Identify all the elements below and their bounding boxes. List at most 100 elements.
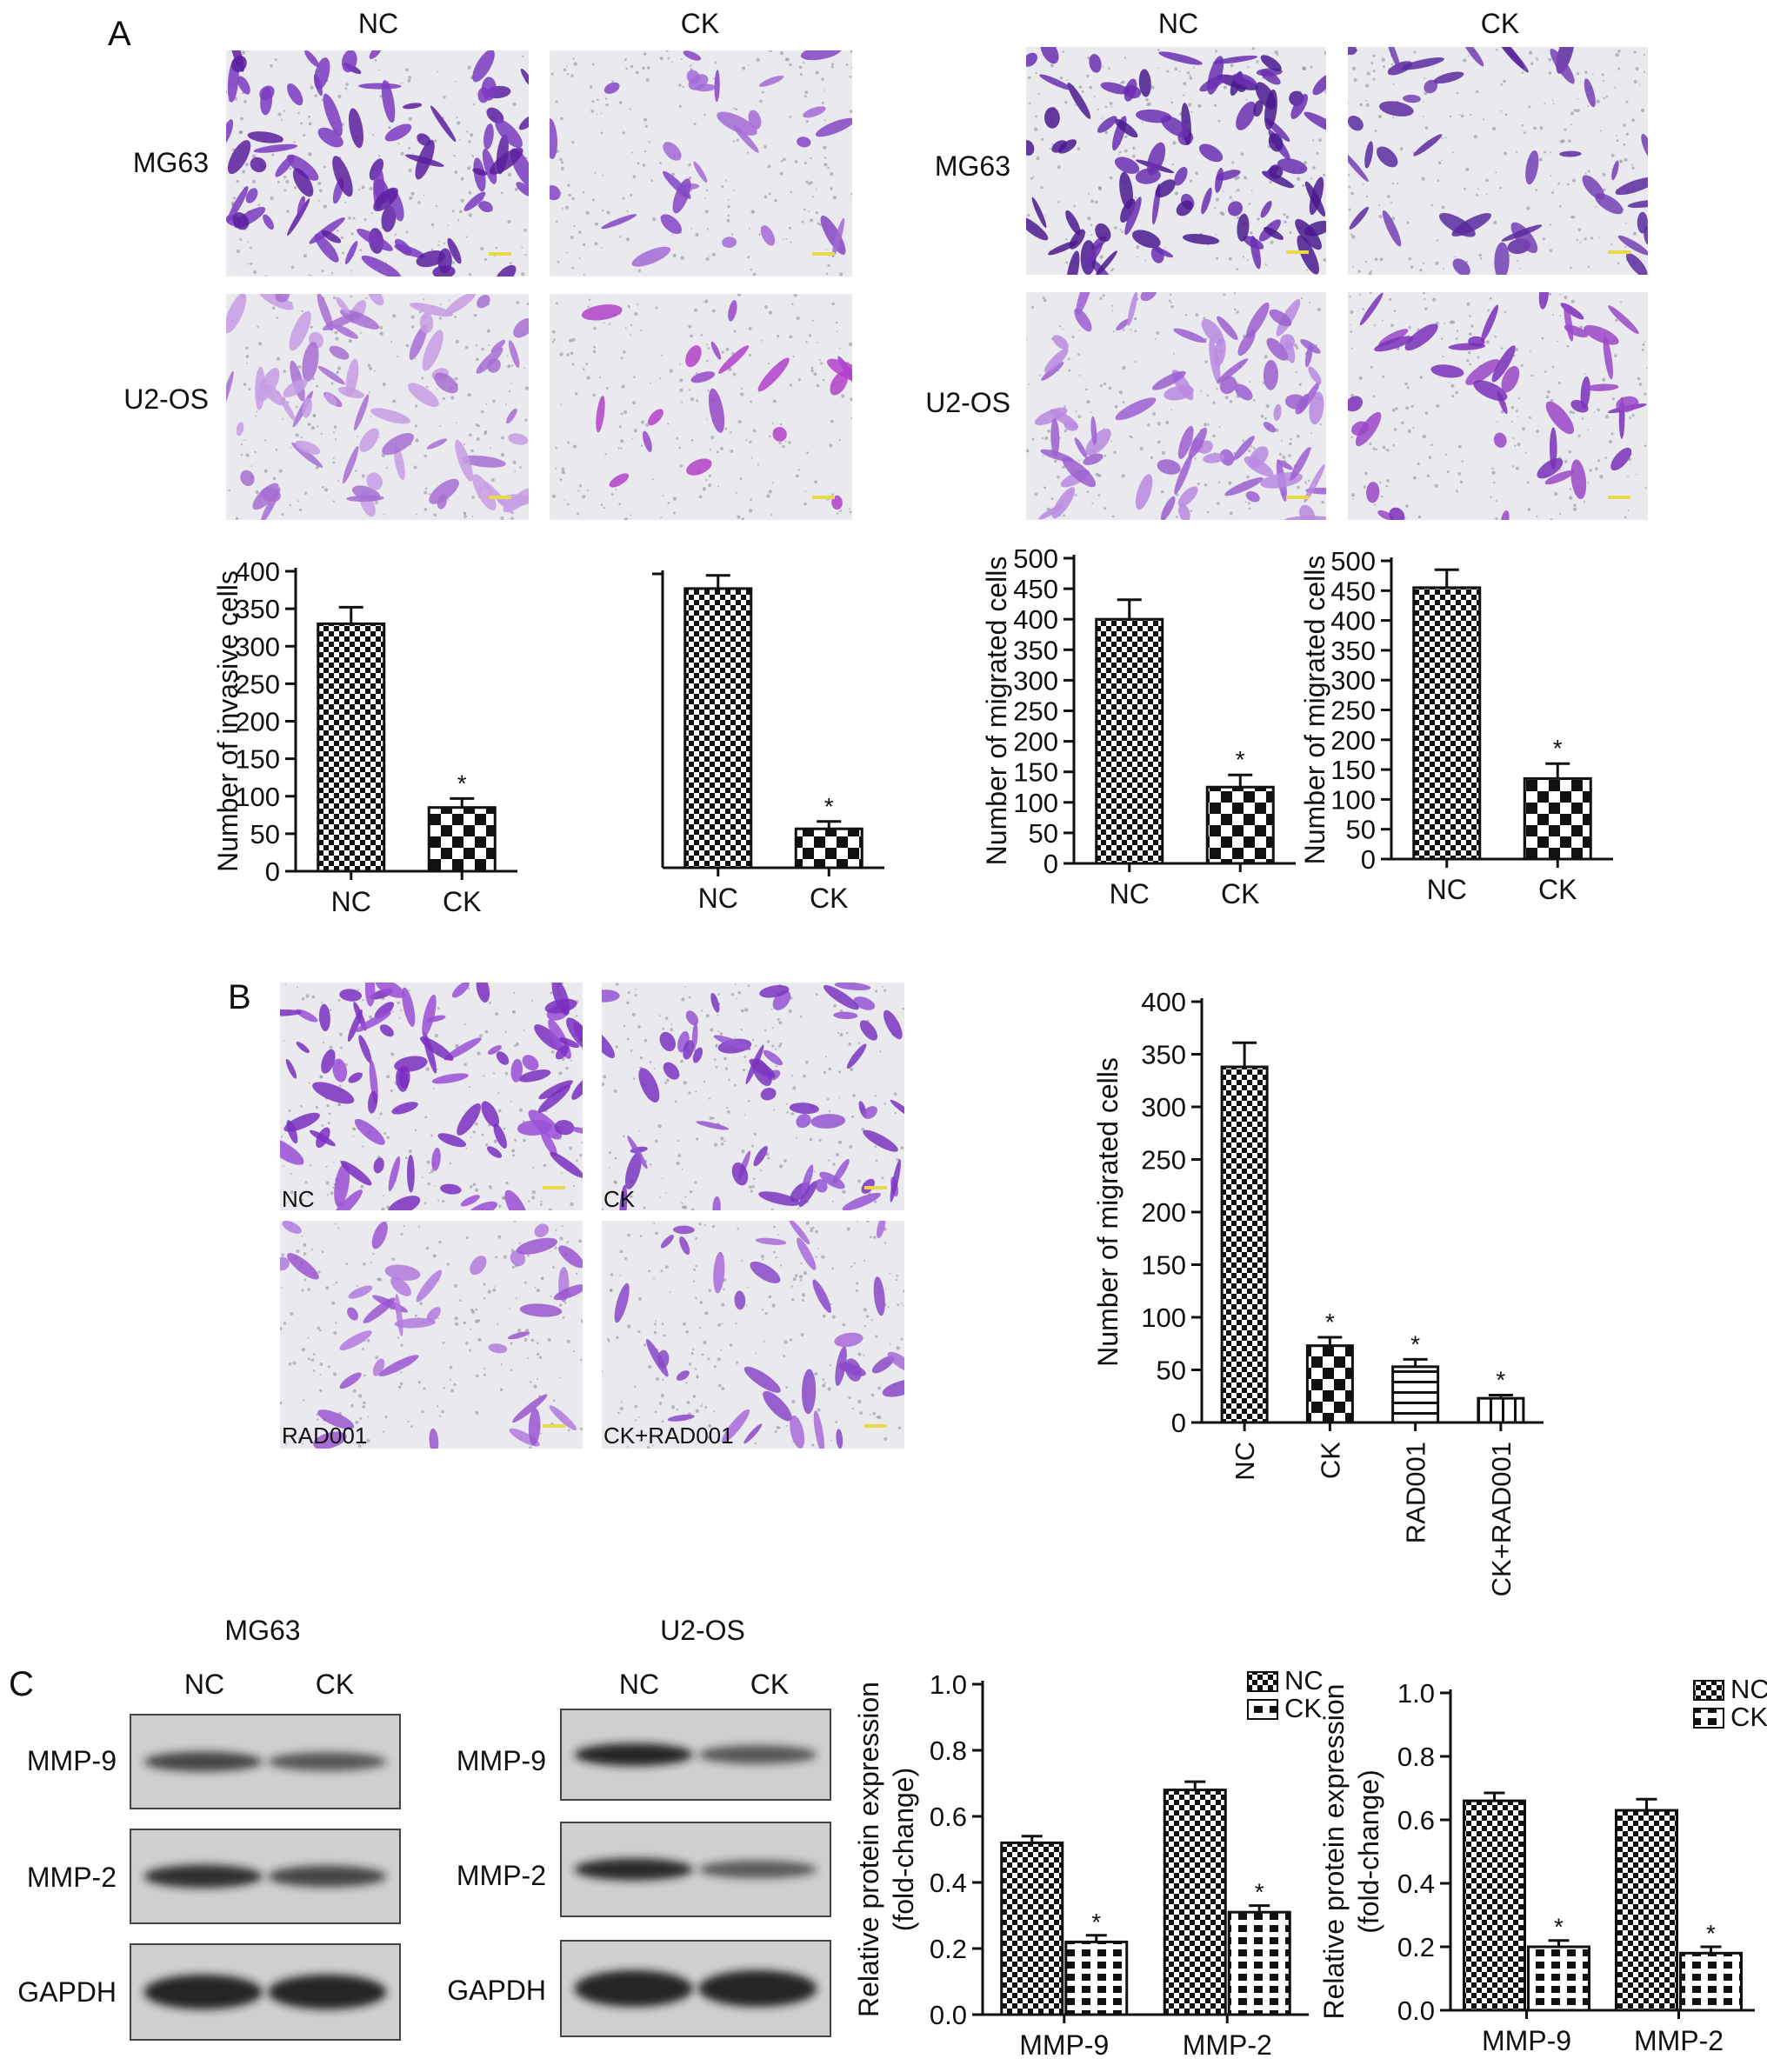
- blot-band: [268, 1975, 387, 2009]
- y-tick-label: 1.0: [930, 1669, 967, 1700]
- y-axis-label: Relative protein expression (fold-change): [1318, 1684, 1384, 2020]
- y-tick-label: 250: [1330, 696, 1376, 726]
- blot-band: [268, 1752, 387, 1771]
- western-blot-mg63: MG63 NC CK MMP-9 MMP-2 GAPDH: [17, 1615, 401, 2041]
- col-label-ck: CK: [1481, 8, 1519, 39]
- bar: [1615, 1809, 1678, 2012]
- y-tick-label: 300: [1330, 665, 1376, 696]
- legend-label: CK: [1284, 1693, 1322, 1723]
- blot-row-label-mmp2: MMP-2: [27, 1862, 117, 1893]
- legend-label: CK: [1730, 1702, 1767, 1732]
- bar: [683, 587, 753, 869]
- x-tick-label: CK: [1315, 1442, 1345, 1479]
- lane-label-ck: CK: [750, 1669, 789, 1700]
- significance-mark: *: [1236, 746, 1245, 773]
- y-tick-label: 0.6: [930, 1802, 967, 1832]
- blot-band: [574, 1743, 693, 1766]
- y-tick-label: 100: [235, 782, 280, 812]
- y-tick-label: 200: [1330, 725, 1376, 756]
- micrograph-nc-rad: [280, 983, 583, 1210]
- y-tick-label: 300: [235, 631, 280, 662]
- blot-band: [698, 1860, 817, 1879]
- significance-mark: *: [1091, 1909, 1101, 1935]
- y-tick-label: 0: [1171, 1408, 1186, 1438]
- legend-label: NC: [1284, 1665, 1324, 1696]
- blot-strip-gapdh: [560, 1940, 831, 2037]
- chart-mmp-u2os: 0.0 0.2 0.4 0.6 0.8 1.0 Relative protein expre…: [1318, 1674, 1767, 2056]
- y-tick-label: 300: [1141, 1092, 1186, 1123]
- y-tick-label: 0.2: [930, 1934, 967, 1964]
- bar: [1527, 1945, 1590, 2012]
- x-tick-label: CK: [1221, 878, 1259, 909]
- chart-rad001-migration: 0 50 100 150 200 250 300 350 400 Number of migrat…: [1092, 987, 1544, 1596]
- blot-band: [698, 1970, 817, 2007]
- y-tick-label: 0.8: [1397, 1742, 1435, 1772]
- y-tick-label: 250: [1013, 696, 1058, 727]
- bar: [1220, 1065, 1269, 1424]
- y-axis-label: Number of migrated cells: [1092, 1057, 1124, 1367]
- y-tick-label: 400: [1330, 606, 1376, 636]
- col-label-nc: NC: [1158, 8, 1198, 39]
- micrograph-u2os-nc-invasion: [226, 294, 529, 520]
- blot-band: [143, 1751, 263, 1772]
- y-axis-label: Relative protein expression (fold-change): [853, 1682, 919, 2017]
- row-label-mg63: MG63: [133, 147, 209, 178]
- micrograph-u2os-ck-migration: [1348, 292, 1648, 520]
- row-label-u2os: U2-OS: [123, 383, 209, 415]
- x-tick-label: CK: [1538, 874, 1577, 905]
- micrograph-u2os-nc-migration: [1026, 292, 1326, 520]
- x-tick-label: MMP-2: [1634, 2025, 1724, 2056]
- y-tick-label: 350: [1141, 1040, 1186, 1070]
- bar: [1679, 1951, 1743, 2012]
- migration-micrograph-grid: NC CK MG63 U2-OS: [925, 8, 1648, 520]
- bar: [1463, 1799, 1526, 2012]
- bar: [1523, 776, 1592, 861]
- micrograph-mg63-nc-migration: [1026, 47, 1326, 275]
- col-label-nc: NC: [358, 8, 398, 39]
- y-tick-label: 200: [235, 707, 280, 737]
- x-tick-label: NC: [698, 883, 738, 914]
- legend-label: NC: [1730, 1674, 1767, 1704]
- y-tick-label: 200: [1013, 727, 1058, 757]
- micrograph-ck-rad001: [602, 1221, 904, 1449]
- blot-band: [143, 1864, 263, 1889]
- bar: [427, 806, 497, 873]
- x-tick-label: MMP-9: [1019, 2029, 1109, 2061]
- blot-row-label-gapdh: GAPDH: [17, 1976, 117, 2008]
- y-tick-label: 100: [1330, 784, 1376, 815]
- row-label-mg63: MG63: [935, 150, 1010, 182]
- significance-mark: *: [1554, 1914, 1564, 1941]
- significance-mark: *: [1553, 735, 1563, 762]
- significance-mark: *: [1410, 1330, 1420, 1357]
- x-tick-label: NC: [1427, 874, 1467, 905]
- image-label-ck-rad001: CK+RAD001: [603, 1422, 734, 1449]
- chart-invasion-u2os: NC * CK: [652, 570, 884, 914]
- y-tick-label: 0: [265, 856, 280, 887]
- y-tick-label: 450: [1330, 576, 1376, 606]
- micrograph-mg63-ck-invasion: [550, 50, 852, 276]
- y-tick-label: 50: [1029, 818, 1058, 849]
- lane-label-nc: NC: [184, 1669, 224, 1700]
- panel-letter-a: A: [108, 15, 131, 53]
- bar: [1391, 1365, 1440, 1424]
- y-tick-label: 300: [1013, 665, 1058, 696]
- x-tick-label: RAD001: [1401, 1442, 1431, 1543]
- bar: [1477, 1396, 1525, 1424]
- bar: [1000, 1841, 1064, 2016]
- blot-row-label-mmp9: MMP-9: [457, 1745, 546, 1776]
- significance-mark: *: [1255, 1879, 1264, 1906]
- y-tick-label: 250: [235, 669, 280, 699]
- y-tick-label: 0.4: [930, 1868, 967, 1898]
- y-tick-label: 0.0: [1397, 1995, 1435, 2026]
- blot-band: [268, 1865, 387, 1888]
- y-tick-label: 400: [1013, 604, 1058, 635]
- x-tick-label: CK: [810, 883, 848, 914]
- significance-mark: *: [1325, 1309, 1335, 1336]
- y-axis-label: Number of migrated cells: [981, 556, 1012, 866]
- significance-mark: *: [1706, 1920, 1716, 1947]
- y-axis-label: Number of invasive cells: [212, 570, 243, 872]
- bar: [1095, 617, 1164, 865]
- y-tick-label: 150: [1013, 757, 1058, 788]
